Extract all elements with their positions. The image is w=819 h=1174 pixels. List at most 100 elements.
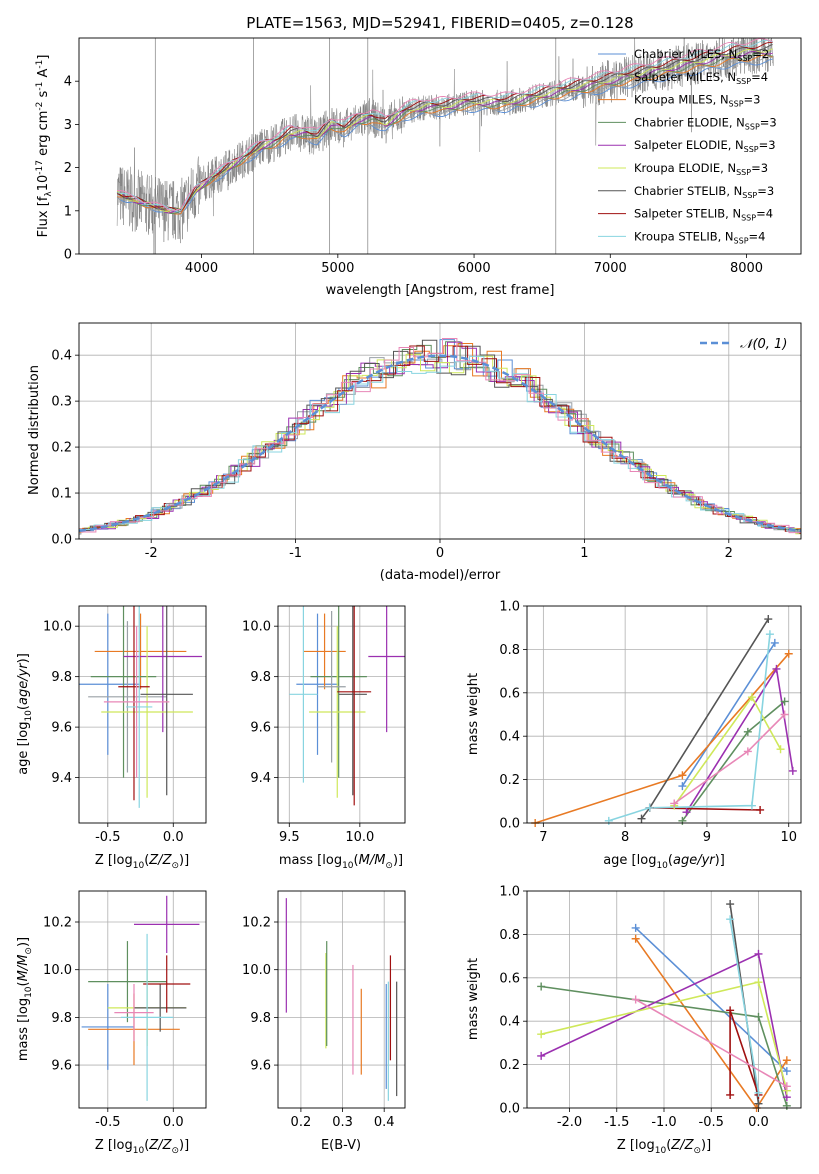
data-point (765, 630, 774, 639)
data-point (726, 1006, 735, 1015)
x-tick-label: 0.3 (332, 1115, 353, 1130)
data-point (782, 1056, 791, 1065)
y-tick-label: 0.3 (51, 395, 72, 410)
x-tick-label: 0.0 (163, 1115, 184, 1130)
x-tick-label: 0.4 (374, 1115, 395, 1130)
axes-frame (526, 890, 802, 1109)
model-line (117, 54, 773, 215)
y-tick-label: 9.6 (250, 1059, 271, 1074)
data-point (788, 766, 797, 775)
y-axis-label: age [log10(age/yr)] (16, 653, 34, 775)
data-point (631, 995, 640, 1004)
data-point (754, 1088, 763, 1097)
data-point (726, 1090, 735, 1099)
data-point (754, 1099, 763, 1108)
data-point (604, 816, 613, 825)
y-tick-label: 9.4 (51, 771, 72, 786)
x-tick-label: -1 (289, 546, 302, 561)
data-point (747, 693, 756, 702)
y-tick-label: 1.0 (499, 600, 520, 615)
axes-frame (78, 322, 802, 540)
mass-vs-Z-panel: -0.5 0.0 9.6 9.8 10.0 10.2 Z [log10(Z/Z⊙)] mass… (16, 890, 207, 1156)
series-line (681, 642, 776, 787)
data-point (770, 638, 779, 647)
normal-curve (79, 354, 801, 533)
x-tick-label: 9 (703, 830, 711, 845)
series-line (635, 998, 788, 1087)
data-point (754, 949, 763, 958)
y-tick-label: 0.2 (499, 1058, 520, 1073)
mass-weight-vs-age-panel: 7 8 9 10 0.0 0.2 0.4 0.6 0.8 1.0 age [log10(age/yr… (466, 600, 802, 871)
y-tick-label: 9.8 (51, 670, 72, 685)
data-point (747, 801, 756, 810)
age-vs-Z-panel: -0.5 0.0 9.4 9.6 9.8 10.0 Z [log10(Z/Z⊙)] age [… (16, 605, 207, 871)
data-point (754, 978, 763, 987)
axes-frame (78, 37, 802, 255)
y-axis-label: Flux [fλ10-17 erg cm-2 s-1 A-1] (35, 55, 54, 238)
x-tick-label: -0.5 (699, 1115, 724, 1130)
data-point (631, 923, 640, 932)
x-tick-label: 7 (539, 830, 547, 845)
x-tick-label: 6000 (458, 261, 491, 276)
y-tick-label: 0.6 (499, 686, 520, 701)
y-tick-label: 0.2 (51, 441, 72, 456)
y-axis-label: mass weight (466, 958, 481, 1040)
legend-entry: Salpeter STELIB, NSSP=4 (634, 207, 773, 223)
x-tick-label: -1.0 (651, 1115, 676, 1130)
series-line (608, 634, 771, 822)
y-tick-label: 3 (64, 118, 72, 133)
data-point (782, 1067, 791, 1076)
x-tick-label: 2 (725, 546, 733, 561)
spectrum-panel: 4000 5000 6000 7000 8000 0 1 2 3 4 wavelength [Ang… (35, 37, 802, 298)
y-tick-label: 0.0 (51, 533, 72, 548)
y-tick-label: 9.8 (250, 1011, 271, 1026)
figure-title: PLATE=1563, MJD=52941, FIBERID=0405, z=0… (246, 14, 633, 32)
y-axis-label: mass [log10(M/M⊙)] (16, 937, 34, 1061)
x-tick-label: -1.5 (604, 1115, 629, 1130)
y-tick-label: 0.4 (499, 730, 520, 745)
legend-entry: Chabrier MILES, NSSP=2 (634, 47, 769, 63)
y-tick-label: 9.6 (51, 721, 72, 736)
x-axis-label: wavelength [Angstrom, rest frame] (326, 283, 555, 298)
x-tick-label: 10.0 (345, 830, 374, 845)
age-vs-mass-panel: 9.5 10.0 9.4 9.6 9.8 10.0 mass [log10(M/M⊙)] (242, 605, 406, 871)
axes-frame (277, 605, 406, 824)
legend-entry: Chabrier STELIB, NSSP=3 (634, 184, 774, 200)
plot-area (116, 38, 774, 254)
data-point (537, 1030, 546, 1039)
mass-weight-vs-Z-panel: -2.0 -1.5 -1.0 -0.5 0.0 0.0 0.2 0.4 0.6 0.8 1.0 Z [… (466, 885, 802, 1156)
x-tick-label: 0.0 (163, 830, 184, 845)
y-tick-label: 10.0 (43, 620, 72, 635)
data-point (537, 982, 546, 991)
y-tick-label: 0.0 (499, 1102, 520, 1117)
histogram-step (79, 339, 801, 534)
x-tick-label: 8 (621, 830, 629, 845)
legend-entry: Salpeter MILES, NSSP=4 (634, 70, 768, 86)
y-tick-label: 0.8 (499, 928, 520, 943)
y-tick-label: 9.8 (51, 1011, 72, 1026)
y-tick-label: 0.4 (51, 349, 72, 364)
x-tick-label: -0.5 (95, 1115, 120, 1130)
data-point (537, 1051, 546, 1060)
x-tick-label: -2 (145, 546, 158, 561)
data-point (726, 915, 735, 924)
x-tick-label: 0.2 (291, 1115, 312, 1130)
legend-entry: Kroupa ELODIE, NSSP=3 (634, 161, 768, 177)
plot-area (527, 891, 801, 1108)
x-tick-label: 7000 (594, 261, 627, 276)
data-point (631, 934, 640, 943)
axes-frame (78, 605, 207, 824)
x-axis-label: Z [log10(Z/Z⊙)] (95, 1138, 189, 1156)
data-point (754, 1012, 763, 1021)
x-tick-label: 10 (780, 830, 797, 845)
axes-frame (526, 605, 802, 824)
legend-entry: Kroupa MILES, NSSP=3 (634, 93, 760, 109)
series-line (635, 927, 788, 1072)
y-tick-label: 10.0 (242, 963, 271, 978)
data-point (782, 1101, 791, 1110)
x-axis-label: E(B-V) (321, 1138, 361, 1153)
data-point (645, 803, 654, 812)
x-axis-label: Z [log10(Z/Z⊙)] (617, 1138, 711, 1156)
y-tick-label: 0.1 (51, 487, 72, 502)
y-tick-label: 0.8 (499, 643, 520, 658)
